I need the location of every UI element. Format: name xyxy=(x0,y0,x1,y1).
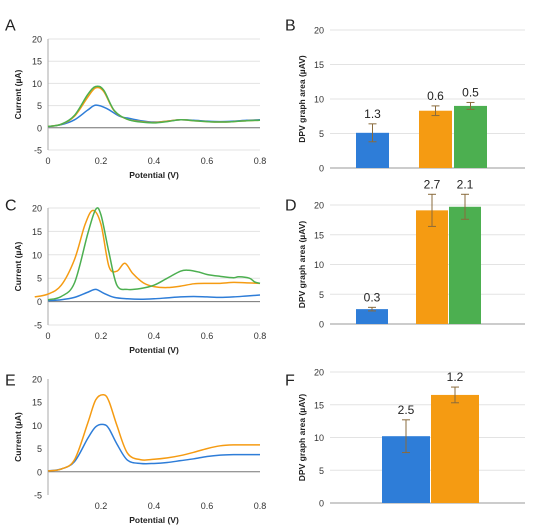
x-tick-label: 0.8 xyxy=(254,501,267,511)
x-tick-label: 0.6 xyxy=(201,331,214,341)
x-tick-label: 0.2 xyxy=(95,331,108,341)
series-line-3 xyxy=(47,85,261,128)
bar-data-label: 1.2 xyxy=(447,370,464,384)
y-axis-label: DPV graph area (µAV) xyxy=(297,394,307,482)
y-tick-label: 15 xyxy=(32,227,42,237)
panel-letter: B xyxy=(285,17,296,34)
y-tick-label: -5 xyxy=(34,146,42,156)
x-tick-label: 0.8 xyxy=(254,331,267,341)
panel-letter: A xyxy=(5,17,16,34)
x-tick-label: 0.6 xyxy=(201,156,214,166)
y-tick-label: 5 xyxy=(37,101,42,111)
y-tick-label: 20 xyxy=(32,204,42,214)
x-tick-label: 0.2 xyxy=(95,156,108,166)
series-line-2 xyxy=(34,209,261,298)
x-tick-label: 0.2 xyxy=(95,501,108,511)
x-tick-label: 0.6 xyxy=(201,501,214,511)
y-tick-label: 15 xyxy=(32,57,42,67)
x-tick-label: 0.4 xyxy=(148,156,161,166)
y-tick-label: 20 xyxy=(314,201,324,211)
y-tick-label: 0 xyxy=(319,164,324,174)
bar-data-label: 2.7 xyxy=(424,177,441,191)
x-axis-label: Potential (V) xyxy=(129,515,179,525)
y-tick-label: 5 xyxy=(37,444,42,454)
y-tick-label: 20 xyxy=(32,35,42,45)
x-tick-label: 0 xyxy=(45,156,50,166)
panel-letter: F xyxy=(285,372,295,389)
y-tick-label: 5 xyxy=(319,290,324,300)
y-axis-label: DPV graph area (µAV) xyxy=(297,221,307,309)
panel-letter: C xyxy=(5,197,17,214)
y-tick-label: 10 xyxy=(314,260,324,270)
y-tick-label: 15 xyxy=(314,400,324,410)
bar-1 xyxy=(356,309,388,324)
y-tick-label: 10 xyxy=(32,79,42,89)
bar-2 xyxy=(419,110,452,168)
y-tick-label: 15 xyxy=(314,60,324,70)
x-axis-label: Potential (V) xyxy=(129,345,179,355)
bar-3 xyxy=(454,105,487,168)
y-tick-label: -5 xyxy=(34,491,42,501)
y-tick-label: 10 xyxy=(314,433,324,443)
panel-d: D 0 5 10 15 20 DPV graph area (µAV) 0.3 2.7 2.1 xyxy=(285,177,525,330)
panel-letter: D xyxy=(285,197,297,214)
y-tick-label: 10 xyxy=(314,95,324,105)
y-tick-label: 15 xyxy=(314,230,324,240)
bar-data-label: 1.3 xyxy=(364,107,381,121)
bar-data-label: 2.5 xyxy=(398,403,415,417)
series-line-3 xyxy=(47,207,261,301)
y-tick-label: 10 xyxy=(32,250,42,260)
y-tick-label: 10 xyxy=(32,421,42,431)
y-tick-label: 5 xyxy=(37,274,42,284)
x-tick-label: 0.8 xyxy=(254,156,267,166)
series-line-2 xyxy=(47,393,260,472)
x-tick-label: 0.4 xyxy=(148,331,161,341)
y-tick-label: 0 xyxy=(37,297,42,307)
bar-2 xyxy=(431,394,479,503)
y-axis-label: DPV graph area (µAV) xyxy=(297,55,307,143)
bar-2 xyxy=(416,210,448,324)
x-tick-label: 0.4 xyxy=(148,501,161,511)
y-tick-label: -5 xyxy=(34,321,42,331)
panel-b: B 0 5 10 15 20 DPV graph area (µAV) 1.3 0.6 0.5 xyxy=(285,17,525,174)
y-tick-label: 20 xyxy=(32,375,42,385)
panel-f: F 0 5 10 15 20 DPV graph area (µAV) 2.5 1.2 xyxy=(285,368,525,509)
y-tick-label: 0 xyxy=(319,320,324,330)
series-line-1 xyxy=(47,288,261,302)
bar-3 xyxy=(449,206,481,324)
y-tick-label: 15 xyxy=(32,398,42,408)
y-axis-label: Current (µA) xyxy=(13,412,23,462)
panel-e: E -5 0 5 10 15 20 Current (µA) 0.2 0.4 0.6 0.8 Poten… xyxy=(5,372,266,525)
y-axis-label: Current (µA) xyxy=(13,69,23,119)
y-tick-label: 5 xyxy=(319,466,324,476)
y-tick-label: 0 xyxy=(37,123,42,133)
y-tick-label: 20 xyxy=(314,368,324,378)
y-tick-label: 0 xyxy=(319,499,324,509)
y-tick-label: 20 xyxy=(314,26,324,36)
y-tick-label: 0 xyxy=(37,467,42,477)
y-tick-label: 5 xyxy=(319,129,324,139)
y-axis-label: Current (µA) xyxy=(13,241,23,291)
series-line-1 xyxy=(47,423,260,472)
x-tick-label: 0 xyxy=(45,331,50,341)
bar-data-label: 0.6 xyxy=(427,89,444,103)
bar-data-label: 0.5 xyxy=(462,85,479,99)
bar-data-label: 2.1 xyxy=(457,177,474,191)
x-axis-label: Potential (V) xyxy=(129,170,179,180)
panel-letter: E xyxy=(5,372,16,389)
bar-data-label: 0.3 xyxy=(364,290,381,304)
